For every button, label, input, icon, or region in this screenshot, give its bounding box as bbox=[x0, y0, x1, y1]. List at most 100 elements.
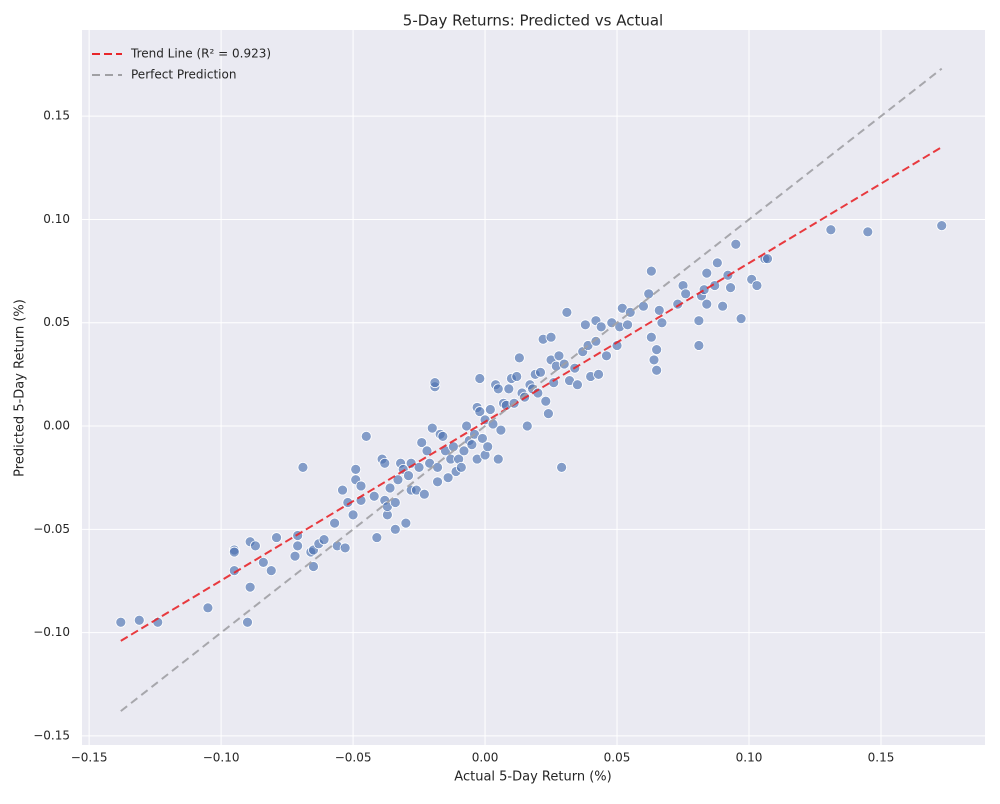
point bbox=[426, 422, 438, 434]
point bbox=[622, 319, 634, 331]
point bbox=[556, 461, 568, 473]
point bbox=[437, 430, 449, 442]
point bbox=[400, 517, 412, 529]
point bbox=[442, 472, 454, 484]
y-axis-label: Predicted 5-Day Return (%) bbox=[13, 299, 28, 477]
point bbox=[355, 480, 367, 492]
point bbox=[379, 457, 391, 469]
point bbox=[492, 453, 504, 465]
point bbox=[730, 238, 742, 250]
point bbox=[717, 300, 729, 312]
point bbox=[350, 464, 362, 475]
point bbox=[432, 461, 443, 473]
point bbox=[725, 282, 736, 294]
point bbox=[653, 304, 665, 316]
point bbox=[595, 321, 607, 333]
y-tick-label: −0.10 bbox=[33, 625, 70, 639]
point bbox=[762, 253, 773, 265]
point bbox=[292, 540, 304, 552]
y-tick-label: −0.05 bbox=[33, 522, 70, 536]
point bbox=[579, 319, 591, 331]
point bbox=[651, 364, 663, 376]
x-tick-label: 0.10 bbox=[736, 751, 763, 765]
point bbox=[521, 420, 533, 432]
y-tick-label: 0.10 bbox=[43, 212, 70, 226]
point bbox=[601, 350, 612, 362]
point bbox=[862, 226, 874, 238]
chart-title: 5-Day Returns: Predicted vs Actual bbox=[403, 12, 663, 30]
point bbox=[318, 534, 330, 546]
point bbox=[656, 317, 668, 329]
point bbox=[202, 602, 214, 614]
point bbox=[503, 383, 515, 395]
line bbox=[120, 146, 943, 642]
point bbox=[484, 404, 496, 415]
point bbox=[466, 439, 478, 451]
x-axis-label: Actual 5-Day Return (%) bbox=[454, 770, 611, 785]
legend-label: Trend Line (R² = 0.923) bbox=[130, 47, 271, 61]
point bbox=[645, 331, 657, 343]
point bbox=[648, 354, 660, 366]
x-tick-label: −0.05 bbox=[335, 751, 372, 765]
point bbox=[680, 288, 692, 300]
point bbox=[477, 433, 488, 444]
point bbox=[429, 377, 441, 389]
line bbox=[120, 67, 943, 712]
point bbox=[711, 257, 723, 269]
point bbox=[936, 220, 948, 232]
y-tick-label: 0.05 bbox=[43, 315, 70, 329]
point bbox=[384, 482, 396, 494]
point bbox=[513, 352, 525, 364]
point bbox=[751, 280, 763, 291]
point bbox=[482, 441, 494, 453]
point bbox=[337, 484, 348, 496]
point bbox=[511, 371, 523, 382]
point bbox=[250, 540, 261, 552]
point bbox=[257, 556, 269, 568]
point bbox=[693, 315, 705, 327]
point bbox=[265, 565, 277, 577]
point bbox=[360, 430, 372, 442]
point bbox=[735, 313, 747, 325]
point bbox=[492, 383, 504, 395]
point bbox=[308, 561, 319, 572]
point bbox=[297, 461, 309, 473]
x-tick-label: 0.15 bbox=[868, 751, 895, 765]
point bbox=[432, 476, 443, 488]
point bbox=[693, 340, 705, 351]
point bbox=[645, 265, 657, 277]
point bbox=[392, 474, 404, 486]
point bbox=[825, 224, 837, 236]
point bbox=[545, 331, 557, 343]
point bbox=[590, 335, 602, 347]
point bbox=[244, 581, 256, 593]
point bbox=[389, 523, 401, 535]
point bbox=[651, 344, 663, 355]
point bbox=[271, 532, 282, 543]
legend-label: Perfect Prediction bbox=[131, 68, 236, 82]
point bbox=[540, 395, 552, 407]
point bbox=[368, 490, 380, 502]
y-tick-label: −0.15 bbox=[33, 728, 70, 742]
point bbox=[455, 461, 467, 473]
point bbox=[329, 517, 341, 529]
point bbox=[242, 616, 253, 628]
point bbox=[413, 461, 425, 473]
point bbox=[403, 470, 414, 482]
point bbox=[461, 420, 472, 432]
point bbox=[543, 408, 554, 420]
x-tick-label: −0.10 bbox=[203, 751, 240, 765]
point bbox=[474, 373, 486, 384]
x-tick-label: −0.15 bbox=[71, 751, 108, 765]
point bbox=[418, 488, 430, 500]
point bbox=[347, 509, 359, 521]
point bbox=[371, 532, 383, 543]
point bbox=[701, 267, 713, 279]
point bbox=[593, 368, 604, 380]
point bbox=[339, 542, 351, 554]
point bbox=[672, 298, 684, 310]
point bbox=[289, 550, 301, 562]
point bbox=[553, 350, 565, 362]
point bbox=[133, 614, 145, 626]
